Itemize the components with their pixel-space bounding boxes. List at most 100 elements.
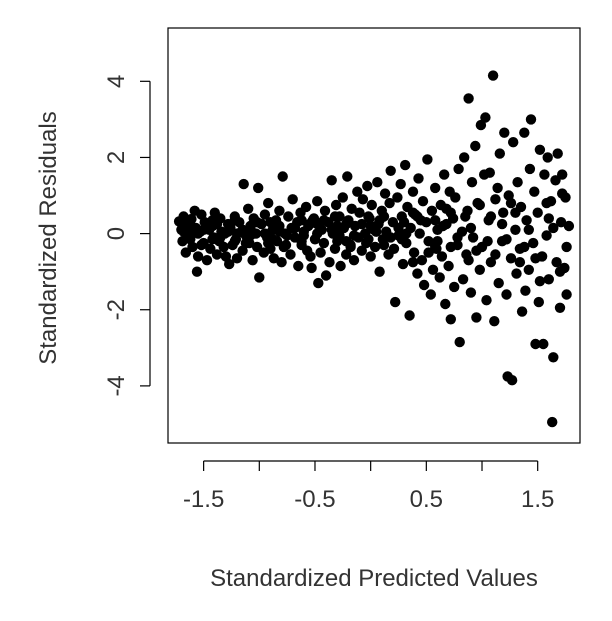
data-point (554, 302, 566, 313)
x-tick-label: 1.5 (521, 486, 554, 513)
data-point (454, 336, 465, 348)
data-point (541, 197, 552, 209)
data-point (259, 209, 271, 220)
data-point (490, 249, 501, 260)
data-point (330, 199, 342, 211)
data-point (557, 169, 568, 180)
data-point (245, 222, 256, 234)
data-point (490, 194, 501, 205)
x-axis: -1.5 -0.5 0.5 1.5 (183, 460, 554, 513)
data-point (281, 230, 293, 241)
data-point (505, 197, 517, 209)
y-tick-label: -4 (103, 375, 130, 396)
data-point (296, 215, 307, 226)
data-point (470, 140, 481, 152)
data-point (471, 245, 482, 256)
data-point (492, 182, 503, 194)
data-point (425, 289, 436, 300)
data-point (426, 205, 438, 216)
x-tick-label: -1.5 (183, 486, 224, 513)
data-point (475, 119, 487, 131)
y-tick-label: 2 (103, 151, 130, 164)
data-point (563, 220, 575, 232)
data-point (390, 296, 401, 308)
data-point (474, 264, 485, 275)
data-point (315, 247, 326, 258)
data-point (413, 173, 424, 184)
data-point (346, 203, 357, 214)
points-layer (173, 70, 575, 428)
data-point (484, 167, 495, 178)
data-point (514, 257, 526, 268)
data-point (365, 220, 376, 232)
data-point (450, 192, 461, 203)
data-point (265, 217, 276, 228)
data-point (430, 215, 441, 226)
data-point (240, 237, 252, 249)
data-point (407, 257, 419, 268)
data-point (348, 230, 360, 241)
data-point (263, 237, 274, 249)
data-point (511, 268, 522, 279)
data-point (524, 163, 536, 175)
data-point (471, 312, 482, 323)
data-point (538, 338, 549, 350)
data-point (443, 260, 454, 272)
data-point (187, 222, 198, 234)
data-point (445, 314, 456, 325)
data-point (392, 192, 403, 203)
data-point (231, 228, 243, 239)
data-point (465, 287, 477, 298)
data-point (414, 228, 425, 239)
data-point (485, 257, 497, 268)
data-point (520, 285, 531, 296)
data-point (385, 165, 396, 176)
data-point (231, 253, 243, 264)
data-point (385, 232, 396, 243)
data-point (417, 196, 429, 207)
data-point (337, 192, 348, 203)
data-point (463, 255, 474, 266)
data-point (218, 241, 229, 253)
data-point (259, 228, 271, 239)
data-point (341, 218, 352, 230)
data-point (532, 207, 543, 218)
data-point (243, 203, 254, 214)
data-point (434, 272, 445, 283)
data-point (293, 260, 304, 272)
data-point (222, 226, 234, 237)
data-point (356, 218, 367, 230)
data-point (412, 211, 423, 222)
data-point (207, 234, 218, 245)
data-point (480, 112, 491, 123)
data-point (547, 416, 558, 428)
data-point (215, 232, 226, 243)
data-point (313, 277, 324, 289)
data-point (510, 224, 521, 235)
data-point (384, 197, 395, 209)
data-point (445, 241, 456, 253)
data-point (501, 289, 512, 300)
data-point (474, 199, 485, 211)
data-point (326, 175, 337, 186)
data-point (533, 296, 544, 308)
data-point (407, 186, 419, 197)
data-point (238, 178, 249, 190)
data-point (523, 224, 534, 235)
data-point (439, 169, 450, 180)
data-point (388, 243, 400, 254)
data-point (557, 188, 568, 199)
data-point (548, 222, 559, 234)
data-point (196, 239, 207, 251)
data-point (307, 215, 318, 226)
y-tick-label: 4 (103, 75, 130, 88)
data-point (341, 236, 352, 247)
data-point (505, 253, 517, 264)
data-point (453, 163, 464, 175)
data-point (530, 253, 541, 264)
data-point (319, 205, 331, 216)
data-point (528, 237, 539, 249)
data-point (489, 316, 500, 327)
data-point (554, 266, 566, 277)
